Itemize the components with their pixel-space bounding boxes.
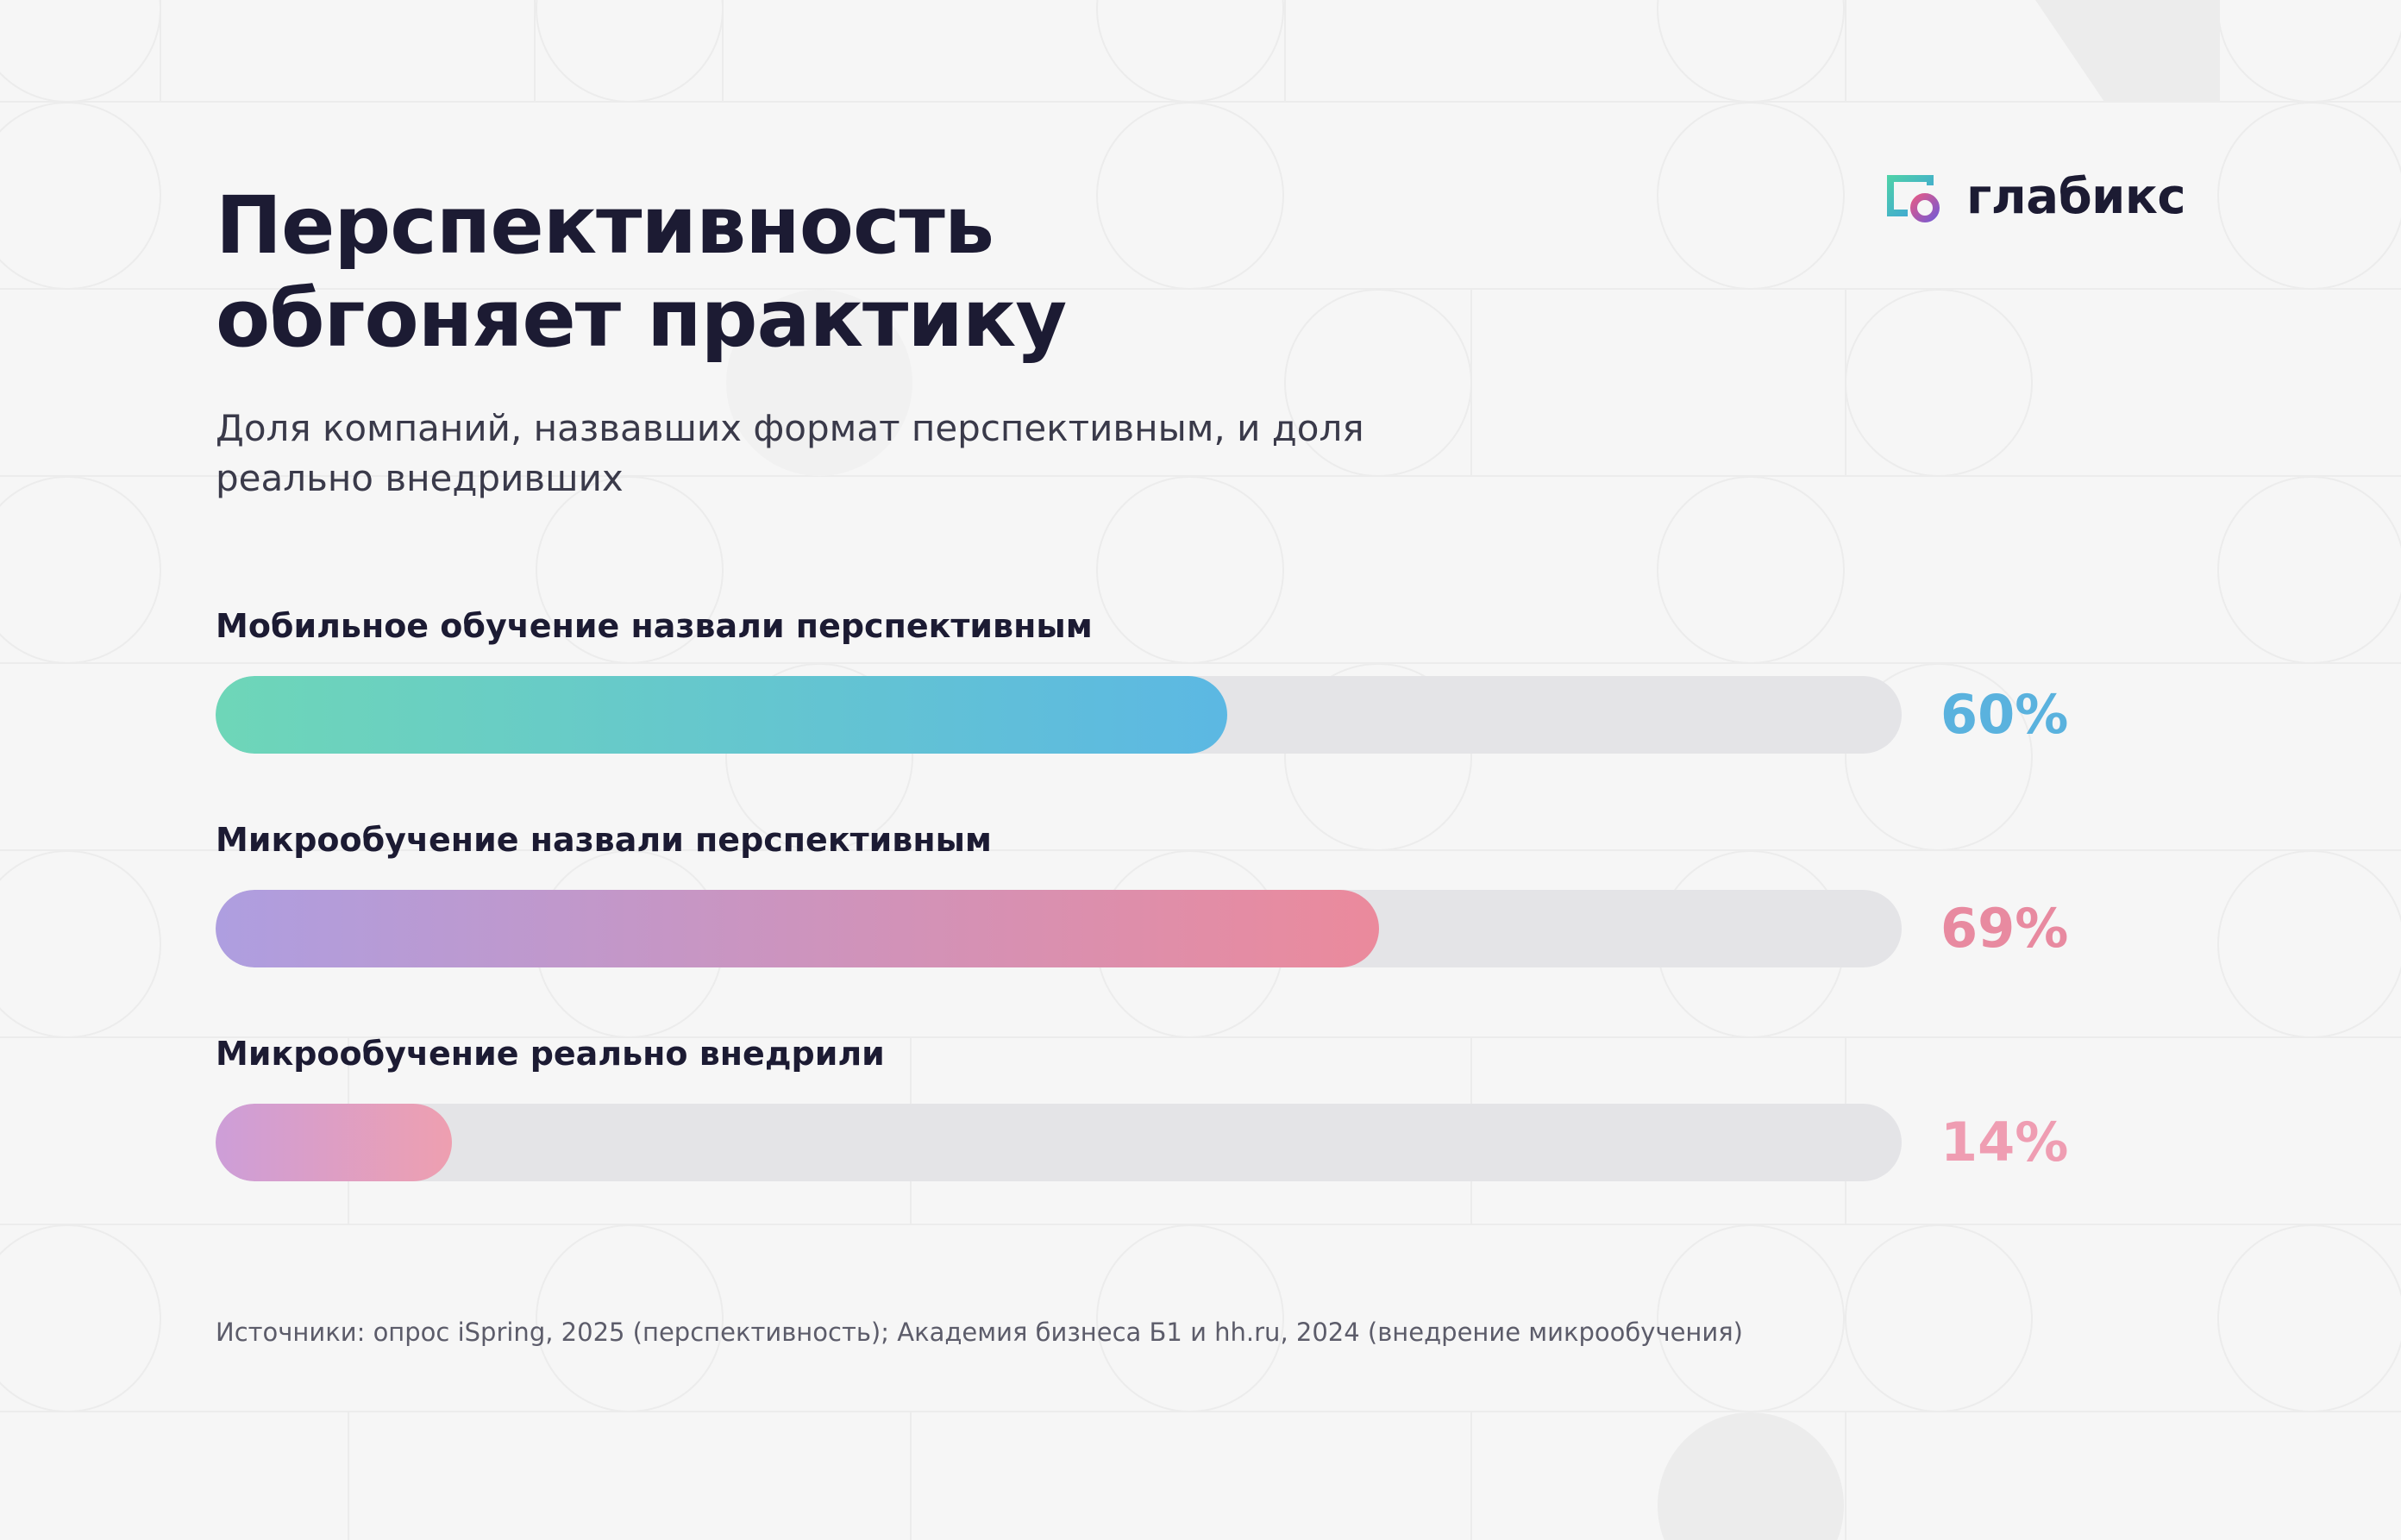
chart-subtitle: Доля компаний, назвавших формат перспект… [216, 407, 1364, 499]
chart-title: Перспективность обгоняет практику [216, 179, 1067, 366]
bar-value-label: 69% [1940, 897, 2069, 960]
bar-track [216, 676, 1902, 754]
bar-fill [216, 890, 1379, 967]
bar-label: Микрообучение назвали перспективным [216, 821, 992, 859]
brand-name: глабикс [1966, 169, 2186, 225]
chart-title-line-1: Перспективность [216, 179, 994, 272]
bar-value-label: 14% [1940, 1111, 2069, 1174]
bar-fill [216, 1104, 452, 1181]
brand-logo: глабикс [1884, 169, 2186, 225]
bar-fill [216, 676, 1227, 754]
source-note: Источники: опрос iSpring, 2025 (перспект… [216, 1318, 1743, 1347]
chart-title-line-2: обгоняет практику [216, 272, 1067, 365]
bar-track [216, 1104, 1902, 1181]
bar-value-label: 60% [1940, 683, 2069, 746]
bar-track [216, 890, 1902, 967]
bar-label: Мобильное обучение назвали перспективным [216, 607, 1093, 645]
bar-label: Микрообучение реально внедрили [216, 1035, 885, 1073]
glabix-logo-icon [1887, 174, 1940, 222]
